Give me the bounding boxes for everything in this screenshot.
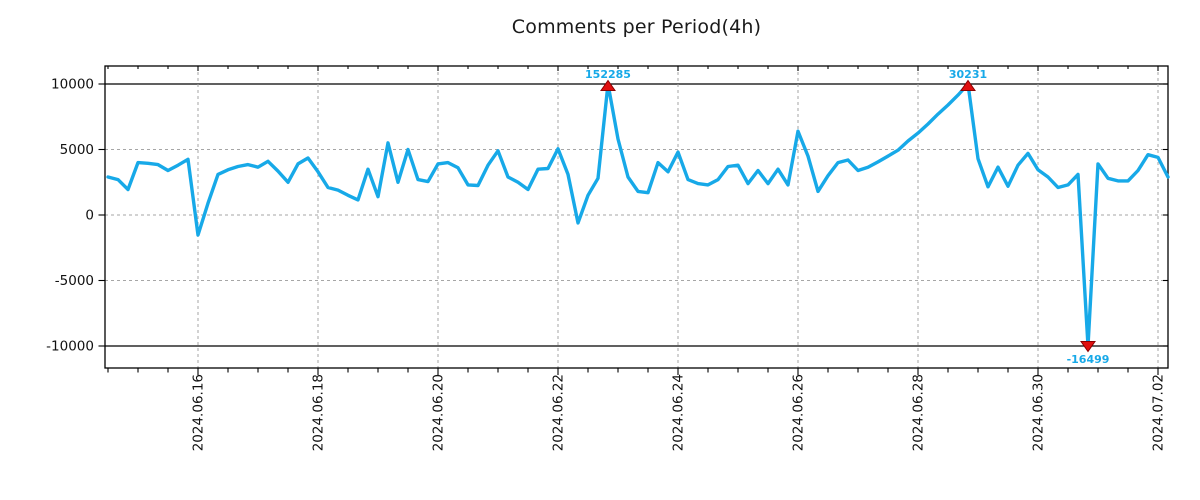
annotation-label: -16499	[1067, 353, 1110, 366]
y-tick-label: -5000	[55, 273, 94, 289]
x-tick-label: 2024.07.02	[1151, 374, 1167, 451]
y-tick-label: 5000	[60, 142, 94, 158]
annotation-label: 30231	[949, 68, 987, 81]
plot-area: 10000 5000 0 -5000 -10000 2024.06.16 2024.06.1…	[46, 65, 1170, 451]
x-tick-label: 2024.06.24	[671, 374, 687, 451]
x-tick-label: 2024.06.26	[791, 374, 807, 451]
x-tick-label: 2024.06.16	[191, 374, 207, 451]
x-tick-label: 2024.06.20	[431, 374, 447, 451]
extreme-marker-up	[960, 79, 976, 91]
series-line	[106, 82, 1170, 348]
extreme-marker-down	[1080, 341, 1096, 353]
y-tick-label: 10000	[51, 77, 94, 93]
annotation-label: 152285	[585, 68, 631, 81]
x-tick-label: 2024.06.30	[1031, 374, 1047, 451]
plot-border	[104, 65, 1169, 369]
extreme-marker-up	[600, 79, 616, 91]
x-tick-label: 2024.06.28	[911, 374, 927, 451]
y-tick-label: 0	[85, 208, 94, 224]
y-tick-label: -10000	[46, 339, 94, 355]
x-tick-label: 2024.06.22	[551, 374, 567, 451]
x-tick-label: 2024.06.18	[311, 374, 327, 451]
chart-title: Comments per Period(4h)	[511, 16, 762, 38]
